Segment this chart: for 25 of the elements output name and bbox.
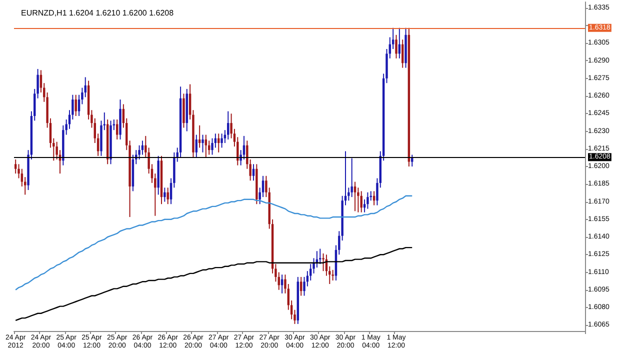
candlestick xyxy=(360,190,362,213)
candlestick xyxy=(138,144,140,160)
candlestick xyxy=(116,119,118,140)
candlestick xyxy=(354,181,356,212)
candlestick xyxy=(322,252,324,272)
line-series xyxy=(14,246,413,322)
candlestick xyxy=(227,110,230,140)
text: EURNZD,H1 1.6204 1.6210 1.6200 1.6208 xyxy=(21,8,174,18)
candlestick xyxy=(74,94,77,116)
candlestick xyxy=(166,187,169,205)
candlestick xyxy=(14,158,17,174)
candlestick xyxy=(202,134,204,153)
candlestick xyxy=(332,269,334,281)
candlestick xyxy=(366,192,369,210)
candlestick xyxy=(395,34,398,59)
candlestick xyxy=(198,124,201,148)
candlestick xyxy=(300,276,302,296)
candlestick xyxy=(220,133,223,148)
candlestick xyxy=(211,138,214,156)
candlestick xyxy=(195,134,198,158)
candlestick xyxy=(204,134,208,158)
candlestick xyxy=(350,158,353,198)
candlestick xyxy=(164,187,166,202)
candlestick xyxy=(319,248,322,265)
line-series xyxy=(14,195,413,290)
